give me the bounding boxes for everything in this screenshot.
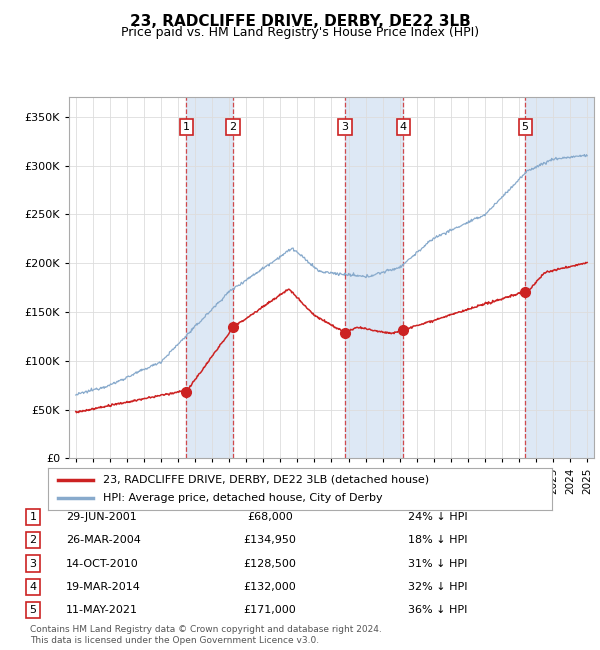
Text: 3: 3: [29, 558, 37, 569]
Bar: [525, 98, 594, 458]
Text: £128,500: £128,500: [244, 558, 296, 569]
Text: 2: 2: [230, 122, 237, 132]
Text: 31% ↓ HPI: 31% ↓ HPI: [408, 558, 467, 569]
Text: 2: 2: [29, 535, 37, 545]
Text: 36% ↓ HPI: 36% ↓ HPI: [408, 605, 467, 616]
Text: £171,000: £171,000: [244, 605, 296, 616]
Text: 14-OCT-2010: 14-OCT-2010: [66, 558, 139, 569]
Text: 19-MAR-2014: 19-MAR-2014: [66, 582, 141, 592]
Text: 32% ↓ HPI: 32% ↓ HPI: [408, 582, 467, 592]
Text: 26-MAR-2004: 26-MAR-2004: [66, 535, 141, 545]
Text: 1: 1: [29, 512, 37, 522]
Text: 4: 4: [400, 122, 407, 132]
Text: 24% ↓ HPI: 24% ↓ HPI: [408, 512, 467, 522]
Text: 11-MAY-2021: 11-MAY-2021: [66, 605, 138, 616]
Text: 23, RADCLIFFE DRIVE, DERBY, DE22 3LB (detached house): 23, RADCLIFFE DRIVE, DERBY, DE22 3LB (de…: [103, 475, 430, 485]
Text: 5: 5: [29, 605, 37, 616]
Text: 23, RADCLIFFE DRIVE, DERBY, DE22 3LB: 23, RADCLIFFE DRIVE, DERBY, DE22 3LB: [130, 14, 470, 29]
Text: 18% ↓ HPI: 18% ↓ HPI: [408, 535, 467, 545]
Text: HPI: Average price, detached house, City of Derby: HPI: Average price, detached house, City…: [103, 493, 383, 503]
Text: £68,000: £68,000: [247, 512, 293, 522]
Bar: [187, 98, 233, 458]
Text: Contains HM Land Registry data © Crown copyright and database right 2024.
This d: Contains HM Land Registry data © Crown c…: [30, 625, 382, 645]
Bar: [345, 98, 403, 458]
Text: £134,950: £134,950: [244, 535, 296, 545]
Text: £132,000: £132,000: [244, 582, 296, 592]
Text: Price paid vs. HM Land Registry's House Price Index (HPI): Price paid vs. HM Land Registry's House …: [121, 26, 479, 39]
Text: 3: 3: [341, 122, 349, 132]
Text: 5: 5: [521, 122, 529, 132]
Text: 29-JUN-2001: 29-JUN-2001: [66, 512, 137, 522]
Text: 4: 4: [29, 582, 37, 592]
Text: 1: 1: [183, 122, 190, 132]
